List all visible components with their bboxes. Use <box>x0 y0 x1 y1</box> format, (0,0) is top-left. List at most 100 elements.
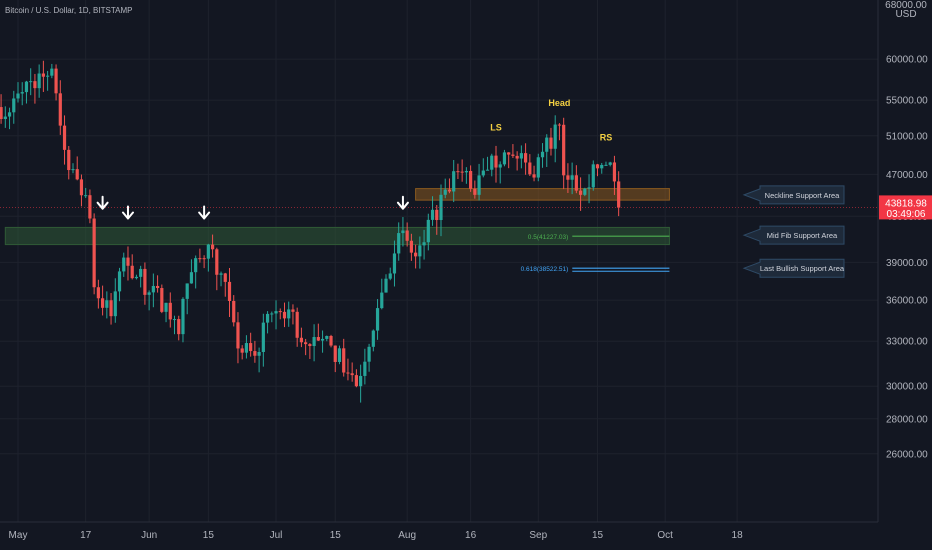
candle-body <box>414 252 418 257</box>
candle-body <box>591 164 595 188</box>
candle-body <box>359 375 363 387</box>
candle-body <box>105 300 109 308</box>
candle-body <box>422 242 426 246</box>
candle-body <box>126 257 130 266</box>
time-tick-label: 17 <box>80 530 92 541</box>
price-tick-label: 26000.00 <box>886 449 928 460</box>
candle-body <box>316 337 320 341</box>
candle-body <box>477 175 481 195</box>
candle-body <box>41 73 45 77</box>
candle-body <box>578 190 583 195</box>
candle-body <box>397 233 401 254</box>
callout-box <box>742 225 845 245</box>
candle-body <box>528 162 532 175</box>
candle-body <box>375 308 380 331</box>
candle-body <box>583 188 587 195</box>
candle-body <box>612 162 617 182</box>
current-price-tag <box>879 195 932 220</box>
candle-body <box>570 175 574 180</box>
candle-body <box>67 149 71 171</box>
candle-body <box>553 124 557 149</box>
candle-body <box>189 272 194 284</box>
price-axis-top-partial: 68000.00 <box>885 0 927 11</box>
price-tick-label: 36000.00 <box>886 296 928 307</box>
callout-box <box>742 185 845 205</box>
candle-body <box>405 230 409 241</box>
candle-body <box>194 258 198 273</box>
candle-body <box>600 164 604 169</box>
candle-body <box>164 302 168 312</box>
down-arrow-icon <box>96 195 109 210</box>
candle-body <box>464 170 468 173</box>
candle-body <box>452 171 456 192</box>
candle-body <box>617 181 621 208</box>
candle-body <box>278 311 282 313</box>
candle-body <box>7 112 12 117</box>
time-tick-label: May <box>9 530 28 541</box>
callout-box <box>742 258 845 278</box>
candle-body <box>20 92 24 94</box>
candle-body <box>29 81 33 83</box>
candle-body <box>117 271 122 292</box>
candle-body <box>155 285 160 289</box>
candle-body <box>249 343 253 352</box>
candle-body <box>502 152 507 165</box>
fib-0-5-label: 0.5(41227.03) <box>528 234 568 241</box>
candle-body <box>595 164 600 169</box>
candle-body <box>210 244 215 250</box>
candle-body <box>50 68 54 76</box>
candle-body <box>92 218 96 288</box>
candle-body <box>206 244 210 259</box>
price-tick-label: 55000.00 <box>886 96 928 107</box>
candle-body <box>481 170 485 176</box>
candle-body <box>354 375 358 387</box>
candle-body <box>122 257 126 272</box>
candle-body <box>498 164 502 168</box>
candle-body <box>329 336 333 346</box>
candle-body <box>253 351 257 356</box>
callout-label: Neckline Support Area <box>765 191 840 200</box>
candle-body <box>557 124 562 126</box>
candle-body <box>325 336 329 339</box>
down-arrow-icon <box>198 205 211 220</box>
candle-body <box>494 155 498 168</box>
candle-body <box>384 278 388 293</box>
candle-body <box>295 311 299 338</box>
candle-body <box>388 273 392 279</box>
pattern-label-head: Head <box>548 98 570 108</box>
candle-body <box>88 195 92 219</box>
candle-body <box>75 169 79 180</box>
candle-body <box>58 93 62 126</box>
candle-body <box>346 372 350 374</box>
candle-body <box>172 319 177 321</box>
price-tick-label: 60000.00 <box>886 55 928 66</box>
candle-body <box>490 155 494 170</box>
time-tick-label: Sep <box>529 530 547 541</box>
candle-body <box>147 292 151 295</box>
candle-body <box>12 98 16 113</box>
time-tick-label: Aug <box>398 530 416 541</box>
pattern-label-ls: LS <box>490 122 502 132</box>
candle-body <box>435 209 439 221</box>
candle-body <box>130 265 134 279</box>
candle-body <box>101 298 105 308</box>
candle-body <box>540 151 545 158</box>
time-tick-label: Jun <box>141 530 157 541</box>
pattern-label-rs: RS <box>600 132 613 142</box>
callout-label: Mid Fib Support Area <box>767 231 838 240</box>
candle-body <box>608 162 612 165</box>
candle-body <box>33 81 37 89</box>
candle-body <box>409 240 413 253</box>
time-tick-label: Oct <box>657 530 673 541</box>
candle-body <box>566 175 570 180</box>
candle-body <box>363 361 367 376</box>
candle-body <box>215 249 219 275</box>
down-arrow-icon <box>121 205 134 220</box>
candle-body <box>418 245 422 257</box>
candle-body <box>232 300 236 323</box>
candle-body <box>426 219 430 243</box>
candle-body <box>401 230 405 234</box>
candle-body <box>312 337 316 347</box>
